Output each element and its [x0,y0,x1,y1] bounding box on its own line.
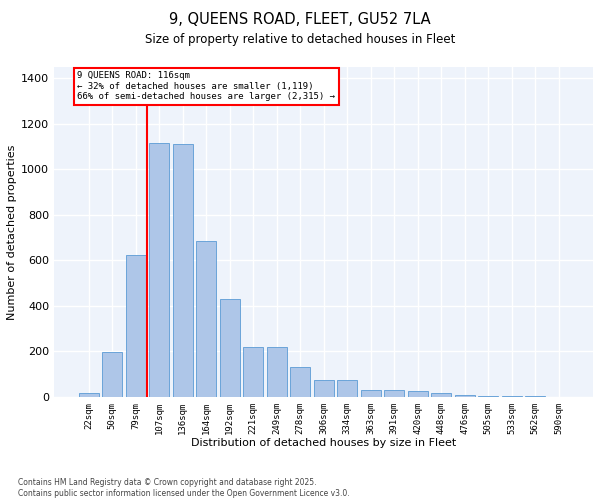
Y-axis label: Number of detached properties: Number of detached properties [7,144,17,320]
Bar [102,352,122,397]
Bar [455,394,475,397]
Text: 9, QUEENS ROAD, FLEET, GU52 7LA: 9, QUEENS ROAD, FLEET, GU52 7LA [169,12,431,28]
Bar [173,144,193,397]
Text: Contains HM Land Registry data © Crown copyright and database right 2025.
Contai: Contains HM Land Registry data © Crown c… [18,478,350,498]
Bar [243,346,263,397]
Bar [220,299,239,397]
Bar [79,394,98,397]
Bar [266,346,287,397]
Text: Size of property relative to detached houses in Fleet: Size of property relative to detached ho… [145,32,455,46]
Bar [337,380,357,397]
Bar [314,380,334,397]
Bar [478,396,498,397]
X-axis label: Distribution of detached houses by size in Fleet: Distribution of detached houses by size … [191,438,456,448]
Bar [290,367,310,397]
Bar [125,254,146,397]
Bar [149,143,169,397]
Bar [407,391,428,397]
Text: 9 QUEENS ROAD: 116sqm
← 32% of detached houses are smaller (1,119)
66% of semi-d: 9 QUEENS ROAD: 116sqm ← 32% of detached … [77,72,335,102]
Bar [384,390,404,397]
Bar [361,390,380,397]
Bar [196,241,216,397]
Bar [502,396,521,397]
Bar [431,394,451,397]
